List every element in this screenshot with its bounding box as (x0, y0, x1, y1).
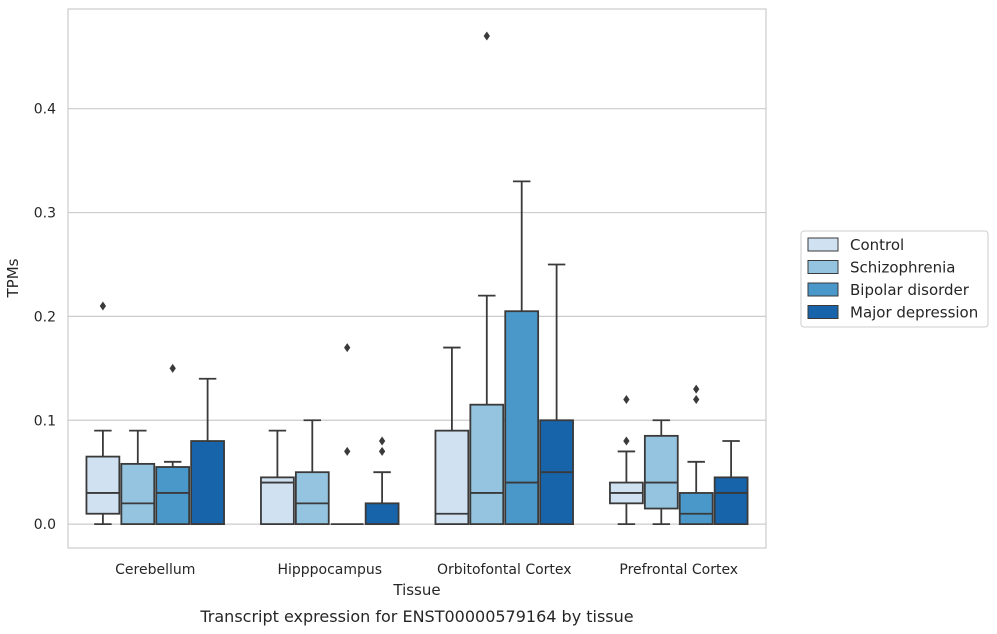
box-iqr (643, 434, 679, 510)
legend-label: Control (850, 236, 904, 254)
flier-point (623, 436, 630, 446)
box-iqr (120, 462, 156, 526)
gridlines (68, 108, 766, 525)
legend: Control Schizophrenia Bipolar disorder Majo… (800, 230, 989, 328)
box-iqr (364, 502, 400, 526)
chart-caption: Transcript expression for ENST0000057916… (199, 607, 633, 626)
legend-label: Schizophrenia (850, 259, 955, 277)
box-iqr (434, 429, 470, 526)
y-axis-ticks: 0.0 0.1 0.2 0.3 0.4 (34, 102, 56, 533)
x-axis-ticks: Cerebellum Hipppocampus Orbitofontal Corte… (115, 562, 738, 578)
box-0-2 (155, 363, 191, 526)
y-tick-label: 0.4 (34, 102, 56, 118)
flier-point (693, 384, 700, 394)
box-iqr (294, 471, 330, 526)
legend-label: Major depression (850, 304, 978, 322)
box-iqr (85, 455, 121, 515)
box-2-0 (434, 346, 470, 526)
box-3-1 (643, 419, 679, 526)
box-3-3 (713, 440, 749, 526)
y-tick-label: 0.3 (34, 206, 56, 222)
box-iqr (260, 476, 295, 526)
x-tick-label: Orbitofontal Cortex (437, 562, 572, 578)
y-tick-label: 0.1 (34, 413, 56, 429)
flier-point (99, 301, 107, 311)
plot-area (67, 8, 767, 549)
flier-point (378, 436, 386, 446)
legend-swatch (807, 305, 839, 319)
flier-point (693, 394, 700, 404)
box-iqr (190, 440, 225, 526)
box-iqr (678, 492, 714, 526)
box-1-3 (364, 436, 400, 526)
x-tick-label: Cerebellum (115, 562, 195, 578)
extra-flier (344, 446, 351, 456)
flier-point (378, 446, 386, 456)
x-axis-title: Tissue (392, 581, 440, 599)
legend-swatch (807, 237, 839, 252)
box-2-1 (469, 31, 505, 526)
box-0-3 (190, 377, 225, 526)
flier-point (344, 343, 351, 353)
box-0-1 (120, 429, 156, 526)
box-iqr (155, 466, 191, 526)
flier-point (169, 363, 176, 373)
flier-point (623, 394, 630, 404)
flier-point (344, 446, 351, 456)
box-3-2 (678, 384, 714, 526)
legend-swatch (807, 260, 839, 274)
y-tick-label: 0.2 (34, 309, 56, 325)
box-3-0 (609, 394, 644, 526)
x-tick-label: Hipppocampus (277, 562, 382, 578)
y-axis-title: TPMs (4, 258, 22, 298)
legend-frame (800, 230, 989, 328)
boxes-layer (85, 31, 749, 526)
box-2-2 (504, 180, 540, 526)
legend-label: Bipolar disorder (850, 281, 970, 299)
box-0-0 (85, 301, 121, 526)
box-1-1 (294, 419, 330, 526)
box-iqr (469, 403, 505, 526)
box-1-2 (330, 343, 364, 526)
y-tick-label: 0.0 (34, 517, 56, 533)
box-1-0 (260, 429, 295, 526)
legend-swatch (807, 282, 839, 297)
x-tick-label: Prefrontal Cortex (619, 562, 738, 578)
box-2-3 (539, 263, 574, 526)
box-iqr (504, 310, 540, 526)
flier-point (483, 31, 490, 41)
box-iqr (713, 476, 749, 526)
